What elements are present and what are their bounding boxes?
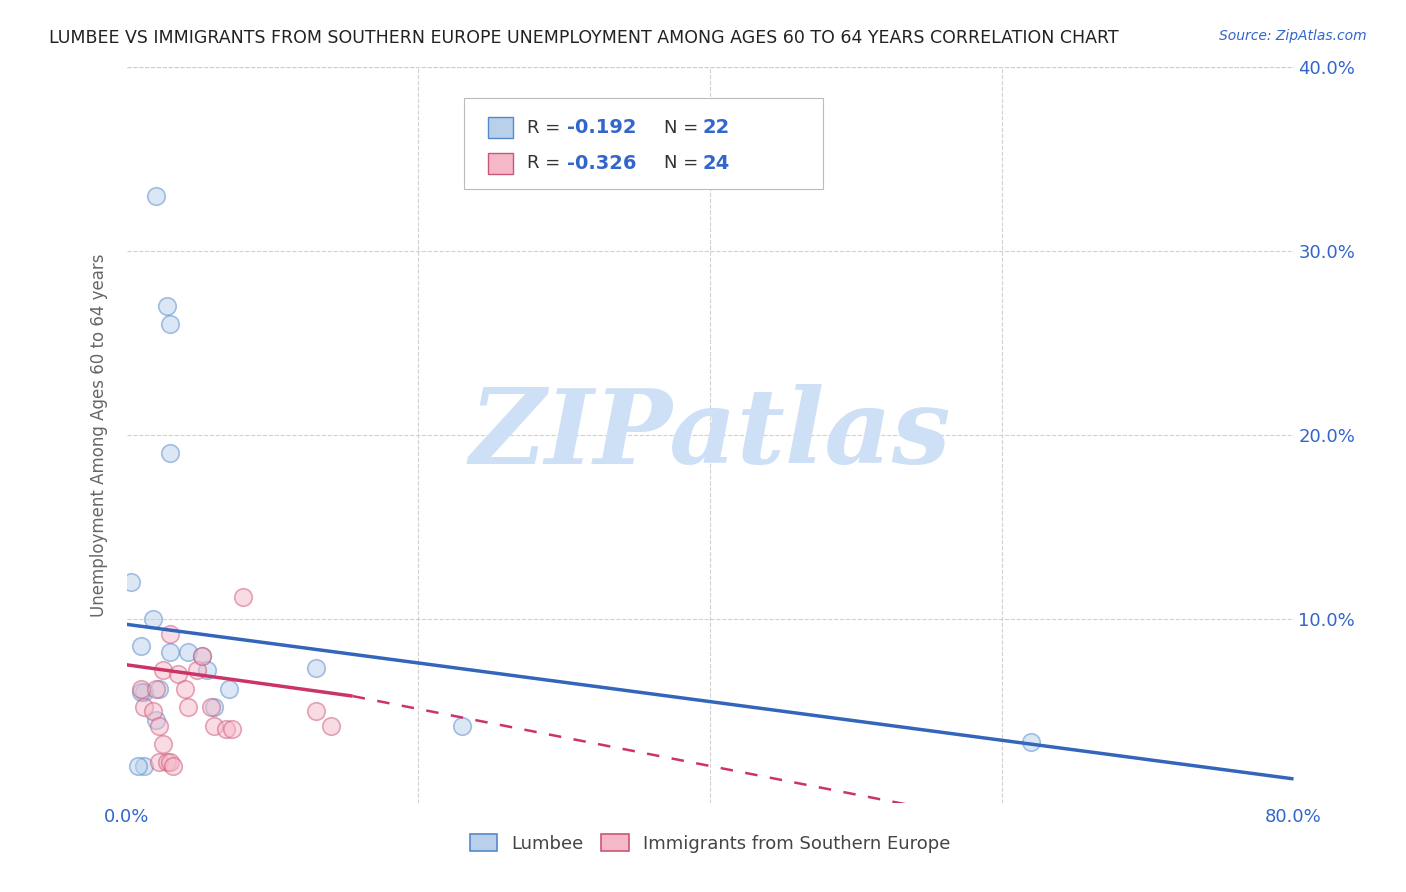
Point (218, 681, 240, 696)
Point (148, 756, 170, 770)
Point (305, 661, 328, 675)
Text: R =: R = (527, 119, 567, 136)
Point (202, 700, 225, 714)
Text: 24: 24 (703, 153, 730, 173)
Point (177, 700, 200, 714)
Point (145, 681, 167, 696)
Point (186, 664, 208, 678)
Point (148, 681, 170, 696)
Point (319, 718, 342, 732)
Text: N =: N = (664, 154, 703, 172)
Text: N =: N = (664, 119, 703, 136)
Text: ZIPatlas: ZIPatlas (470, 384, 950, 485)
Point (142, 612, 165, 626)
Point (132, 700, 155, 714)
Point (129, 640, 152, 654)
Point (174, 681, 197, 696)
Point (127, 759, 149, 773)
Point (159, 446, 181, 460)
Point (129, 681, 152, 696)
Point (156, 299, 179, 313)
Point (159, 645, 181, 659)
Point (156, 756, 179, 770)
Point (145, 188, 167, 202)
Point (145, 713, 167, 727)
Point (159, 626, 181, 640)
Y-axis label: Unemployment Among Ages 60 to 64 years: Unemployment Among Ages 60 to 64 years (90, 253, 108, 616)
Point (142, 704, 165, 718)
Point (191, 648, 214, 663)
Text: R =: R = (527, 154, 567, 172)
Point (305, 704, 328, 718)
Point (120, 575, 142, 590)
Text: Source: ZipAtlas.com: Source: ZipAtlas.com (1219, 29, 1367, 43)
Point (232, 590, 254, 604)
Point (166, 667, 188, 681)
Point (148, 718, 170, 732)
Text: LUMBEE VS IMMIGRANTS FROM SOUTHERN EUROPE UNEMPLOYMENT AMONG AGES 60 TO 64 YEARS: LUMBEE VS IMMIGRANTS FROM SOUTHERN EUROP… (49, 29, 1119, 46)
Point (159, 756, 181, 770)
Text: -0.326: -0.326 (567, 153, 636, 173)
Point (215, 723, 238, 737)
Point (191, 648, 214, 663)
Point (132, 759, 155, 773)
Point (202, 718, 225, 732)
Point (129, 685, 152, 699)
Point (132, 685, 155, 699)
Point (200, 700, 222, 714)
Point (177, 645, 200, 659)
Point (162, 759, 184, 773)
Point (159, 318, 181, 332)
Legend: Lumbee, Immigrants from Southern Europe: Lumbee, Immigrants from Southern Europe (463, 827, 957, 860)
Point (1019, 735, 1042, 749)
Point (221, 723, 243, 737)
Point (451, 718, 474, 732)
Text: 22: 22 (703, 118, 730, 137)
Point (152, 737, 174, 751)
Point (152, 664, 174, 678)
Point (195, 664, 218, 678)
Text: -0.192: -0.192 (567, 118, 636, 137)
